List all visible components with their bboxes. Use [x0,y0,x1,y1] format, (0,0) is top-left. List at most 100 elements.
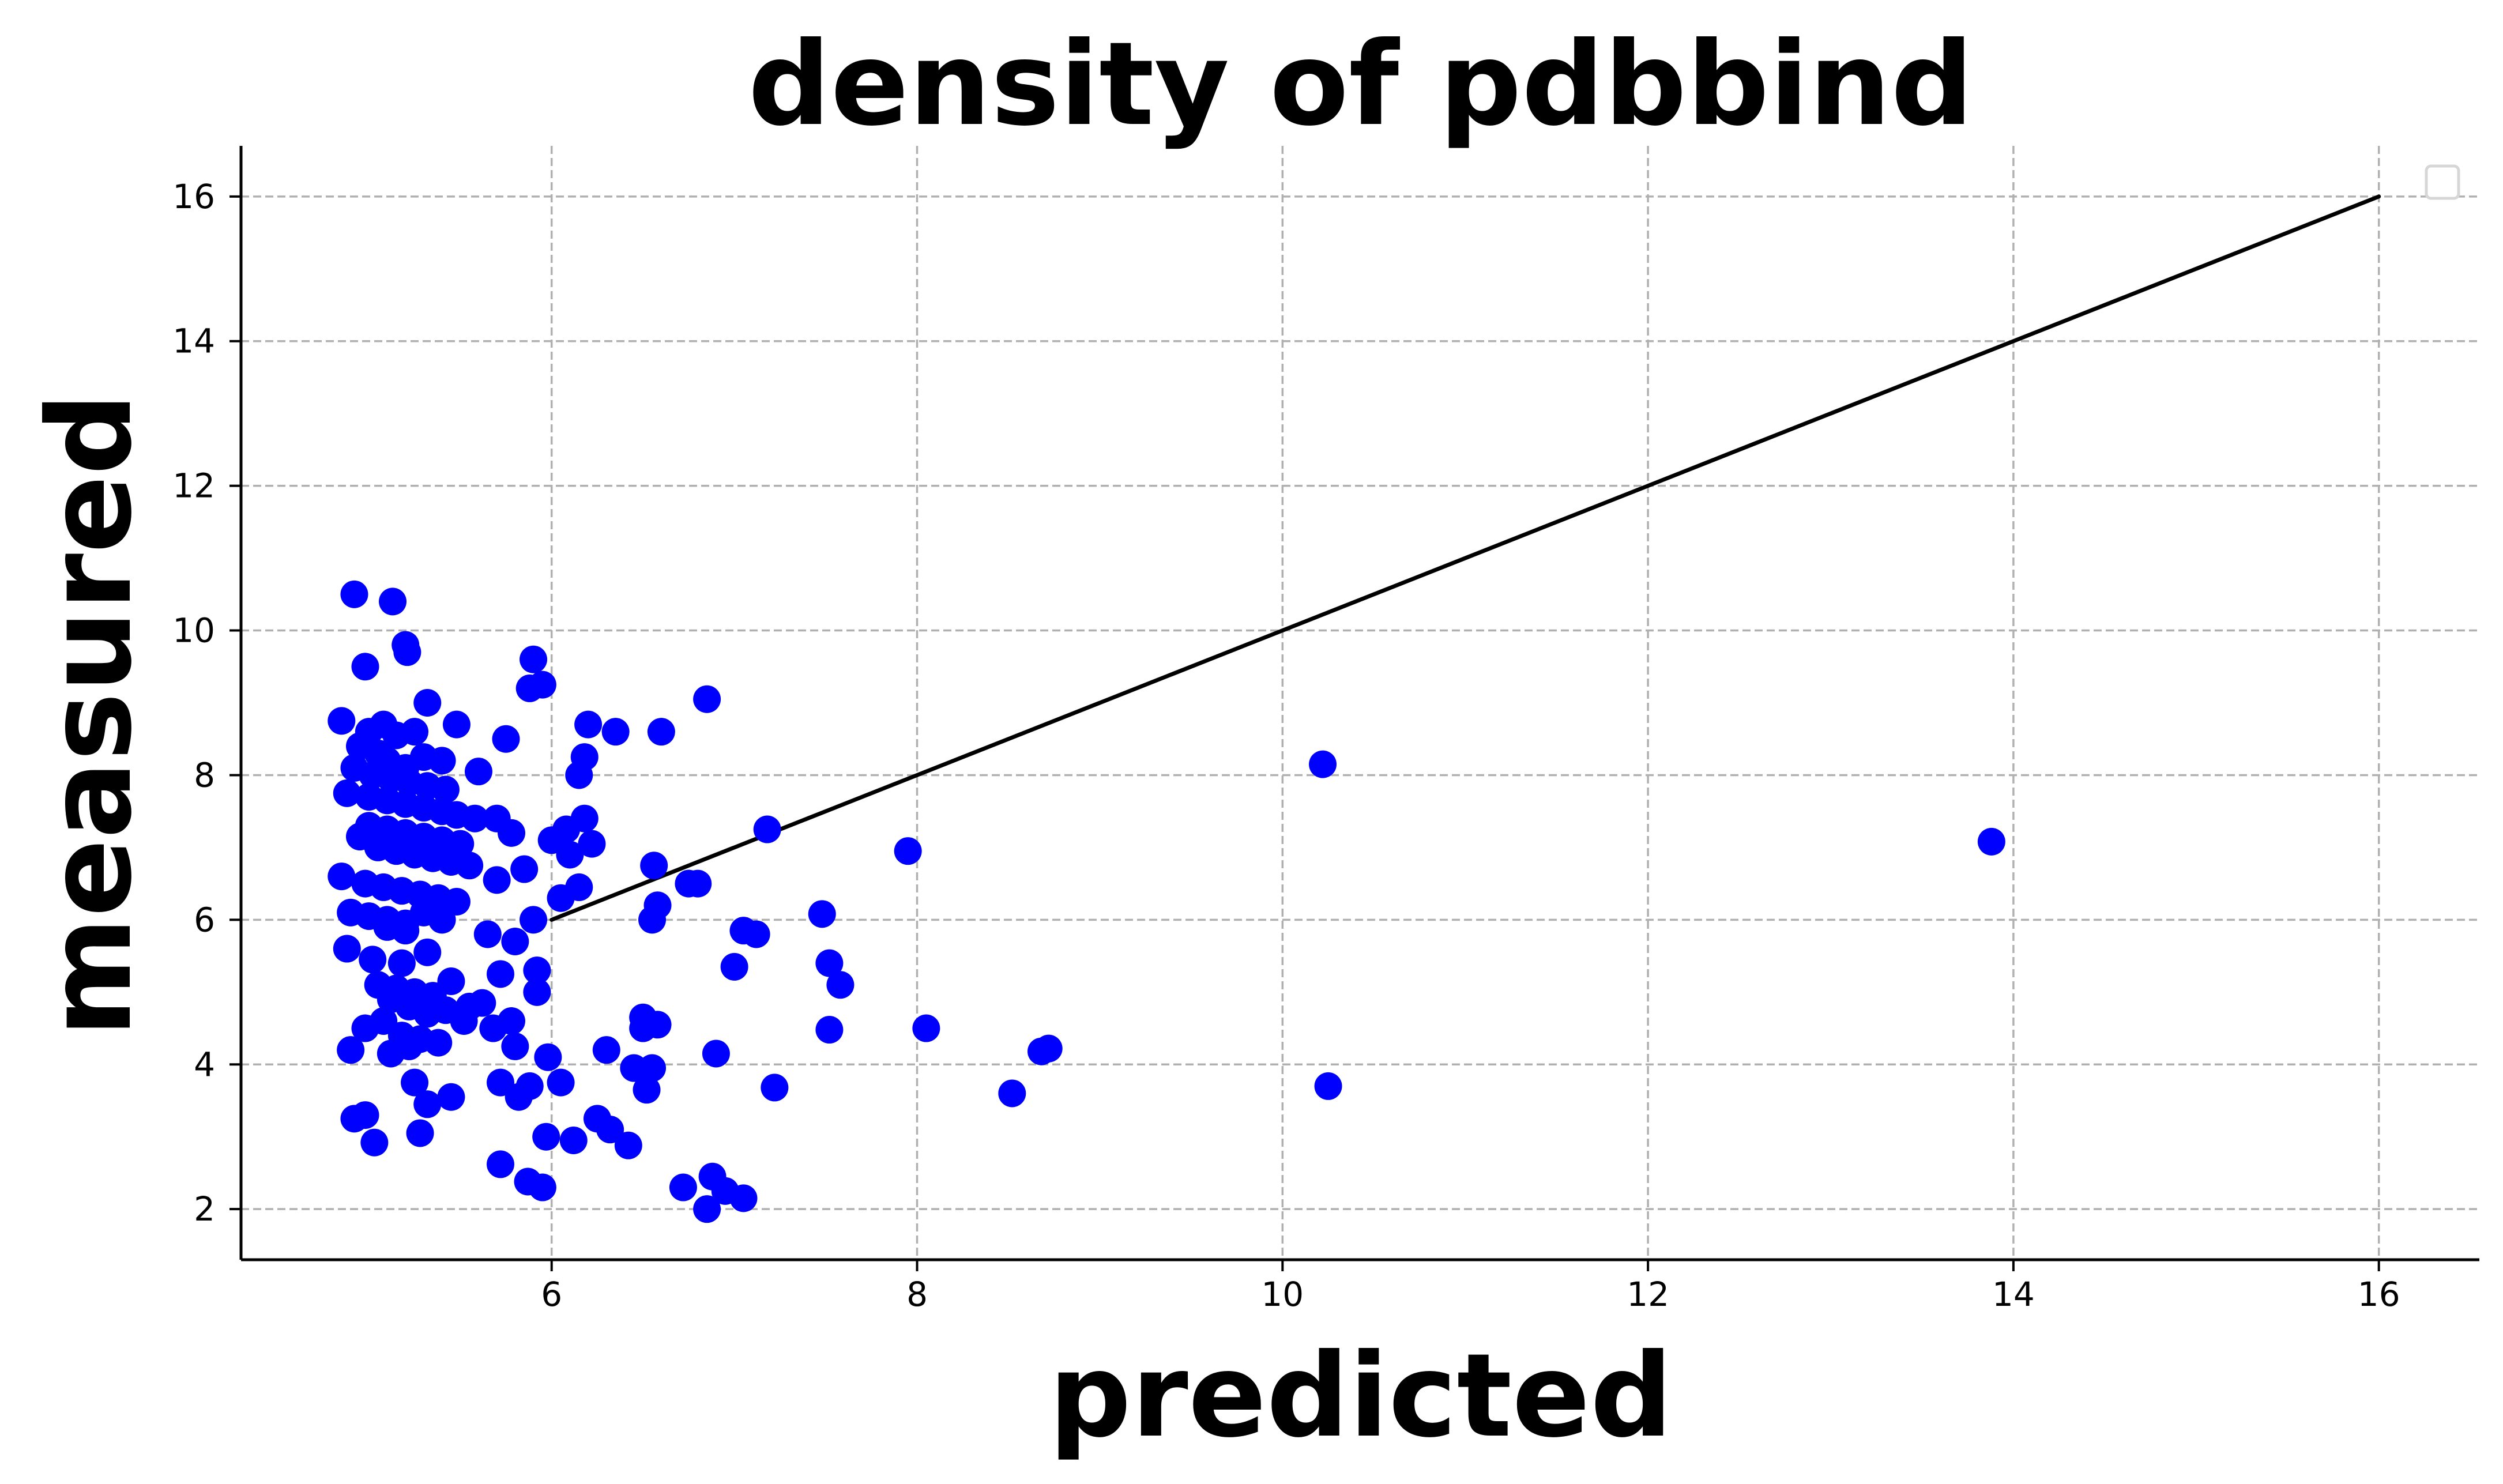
data-points [328,580,2005,1223]
data-point [1314,1072,1342,1100]
data-point [428,906,456,934]
grid-lines [241,146,2479,1260]
data-point [333,935,361,963]
data-point [684,869,712,898]
y-tick-label: 12 [172,466,215,506]
data-point [815,949,844,977]
chart-title: density of pdbbind [748,17,1973,152]
data-point [596,1116,624,1144]
legend-box [2425,164,2460,200]
data-point [333,779,361,807]
x-tick-label: 14 [1992,1275,2035,1314]
data-point [337,1036,365,1064]
data-point [520,645,548,673]
y-tick-label: 8 [194,755,215,794]
data-point [520,906,548,934]
data-point [808,900,836,928]
data-point [912,1014,940,1042]
data-point [359,946,387,974]
data-point [456,852,484,880]
data-point [387,949,416,977]
data-point [761,1074,789,1102]
data-point [601,718,630,746]
data-point [528,1173,556,1201]
data-point [1977,827,2005,856]
data-point [693,1195,721,1223]
data-point [501,1032,529,1060]
data-point [1034,1034,1063,1063]
data-point [424,1029,453,1057]
x-tick-label: 16 [2358,1275,2400,1314]
y-tick-label: 2 [194,1189,215,1229]
y-tick-label: 6 [194,900,215,939]
data-point [351,1014,379,1042]
data-point [406,1119,434,1147]
data-point [647,718,675,746]
data-point [565,761,593,789]
data-point [998,1079,1026,1108]
y-tick-label: 4 [194,1045,215,1084]
data-point [473,920,502,948]
data-point [413,1090,442,1118]
data-point [815,1016,844,1044]
data-point [515,1072,544,1100]
data-point [413,689,442,717]
data-point [559,1127,588,1154]
data-point [351,1101,379,1129]
data-point [894,837,922,865]
y-axis-label: measured [23,393,157,1037]
reference-line-layer [549,194,2381,922]
data-point [379,587,407,616]
data-point [753,815,781,843]
data-point [395,1032,423,1060]
y-tick-label: 16 [172,177,215,216]
data-point [592,1036,620,1064]
data-point [510,855,539,883]
data-point [401,1068,429,1097]
x-tick-label: 12 [1627,1275,1669,1314]
data-point [528,671,556,699]
data-point [693,685,721,713]
data-point [729,1184,758,1212]
data-point [413,938,442,966]
data-point [393,638,421,666]
x-tick-label: 6 [541,1275,562,1314]
data-point [638,1054,667,1082]
data-point [464,758,492,786]
x-axis-label: predicted [1049,1329,1673,1463]
data-point [523,978,551,1006]
data-point [437,1083,465,1111]
data-point [702,1039,730,1068]
axes [239,146,2479,1261]
y-tick-label: 14 [172,322,215,361]
data-point [523,956,551,985]
data-point [468,989,496,1017]
data-point [826,971,855,999]
data-point [1309,750,1337,778]
data-point [392,917,420,945]
data-point [643,891,672,920]
data-point [640,852,668,880]
data-point [643,1011,672,1039]
data-point [328,862,356,891]
x-tick-label: 10 [1261,1275,1304,1314]
data-point [450,1007,478,1035]
data-point [720,952,748,981]
data-point [547,1068,575,1097]
data-point [461,804,489,833]
data-point [532,1123,560,1151]
data-point [428,747,456,775]
reference-line [549,194,2381,922]
data-point [340,580,368,608]
data-point [360,1128,389,1157]
data-point [633,1076,661,1104]
data-point [431,775,460,804]
data-point [498,1007,526,1035]
y-ticks: 2 4 6 8 10 12 14 16 [172,177,241,1229]
y-tick-label: 10 [172,611,215,650]
data-point [614,1131,642,1159]
data-point [492,725,520,753]
data-point [437,967,465,995]
data-point [570,804,599,833]
data-point [442,710,471,739]
